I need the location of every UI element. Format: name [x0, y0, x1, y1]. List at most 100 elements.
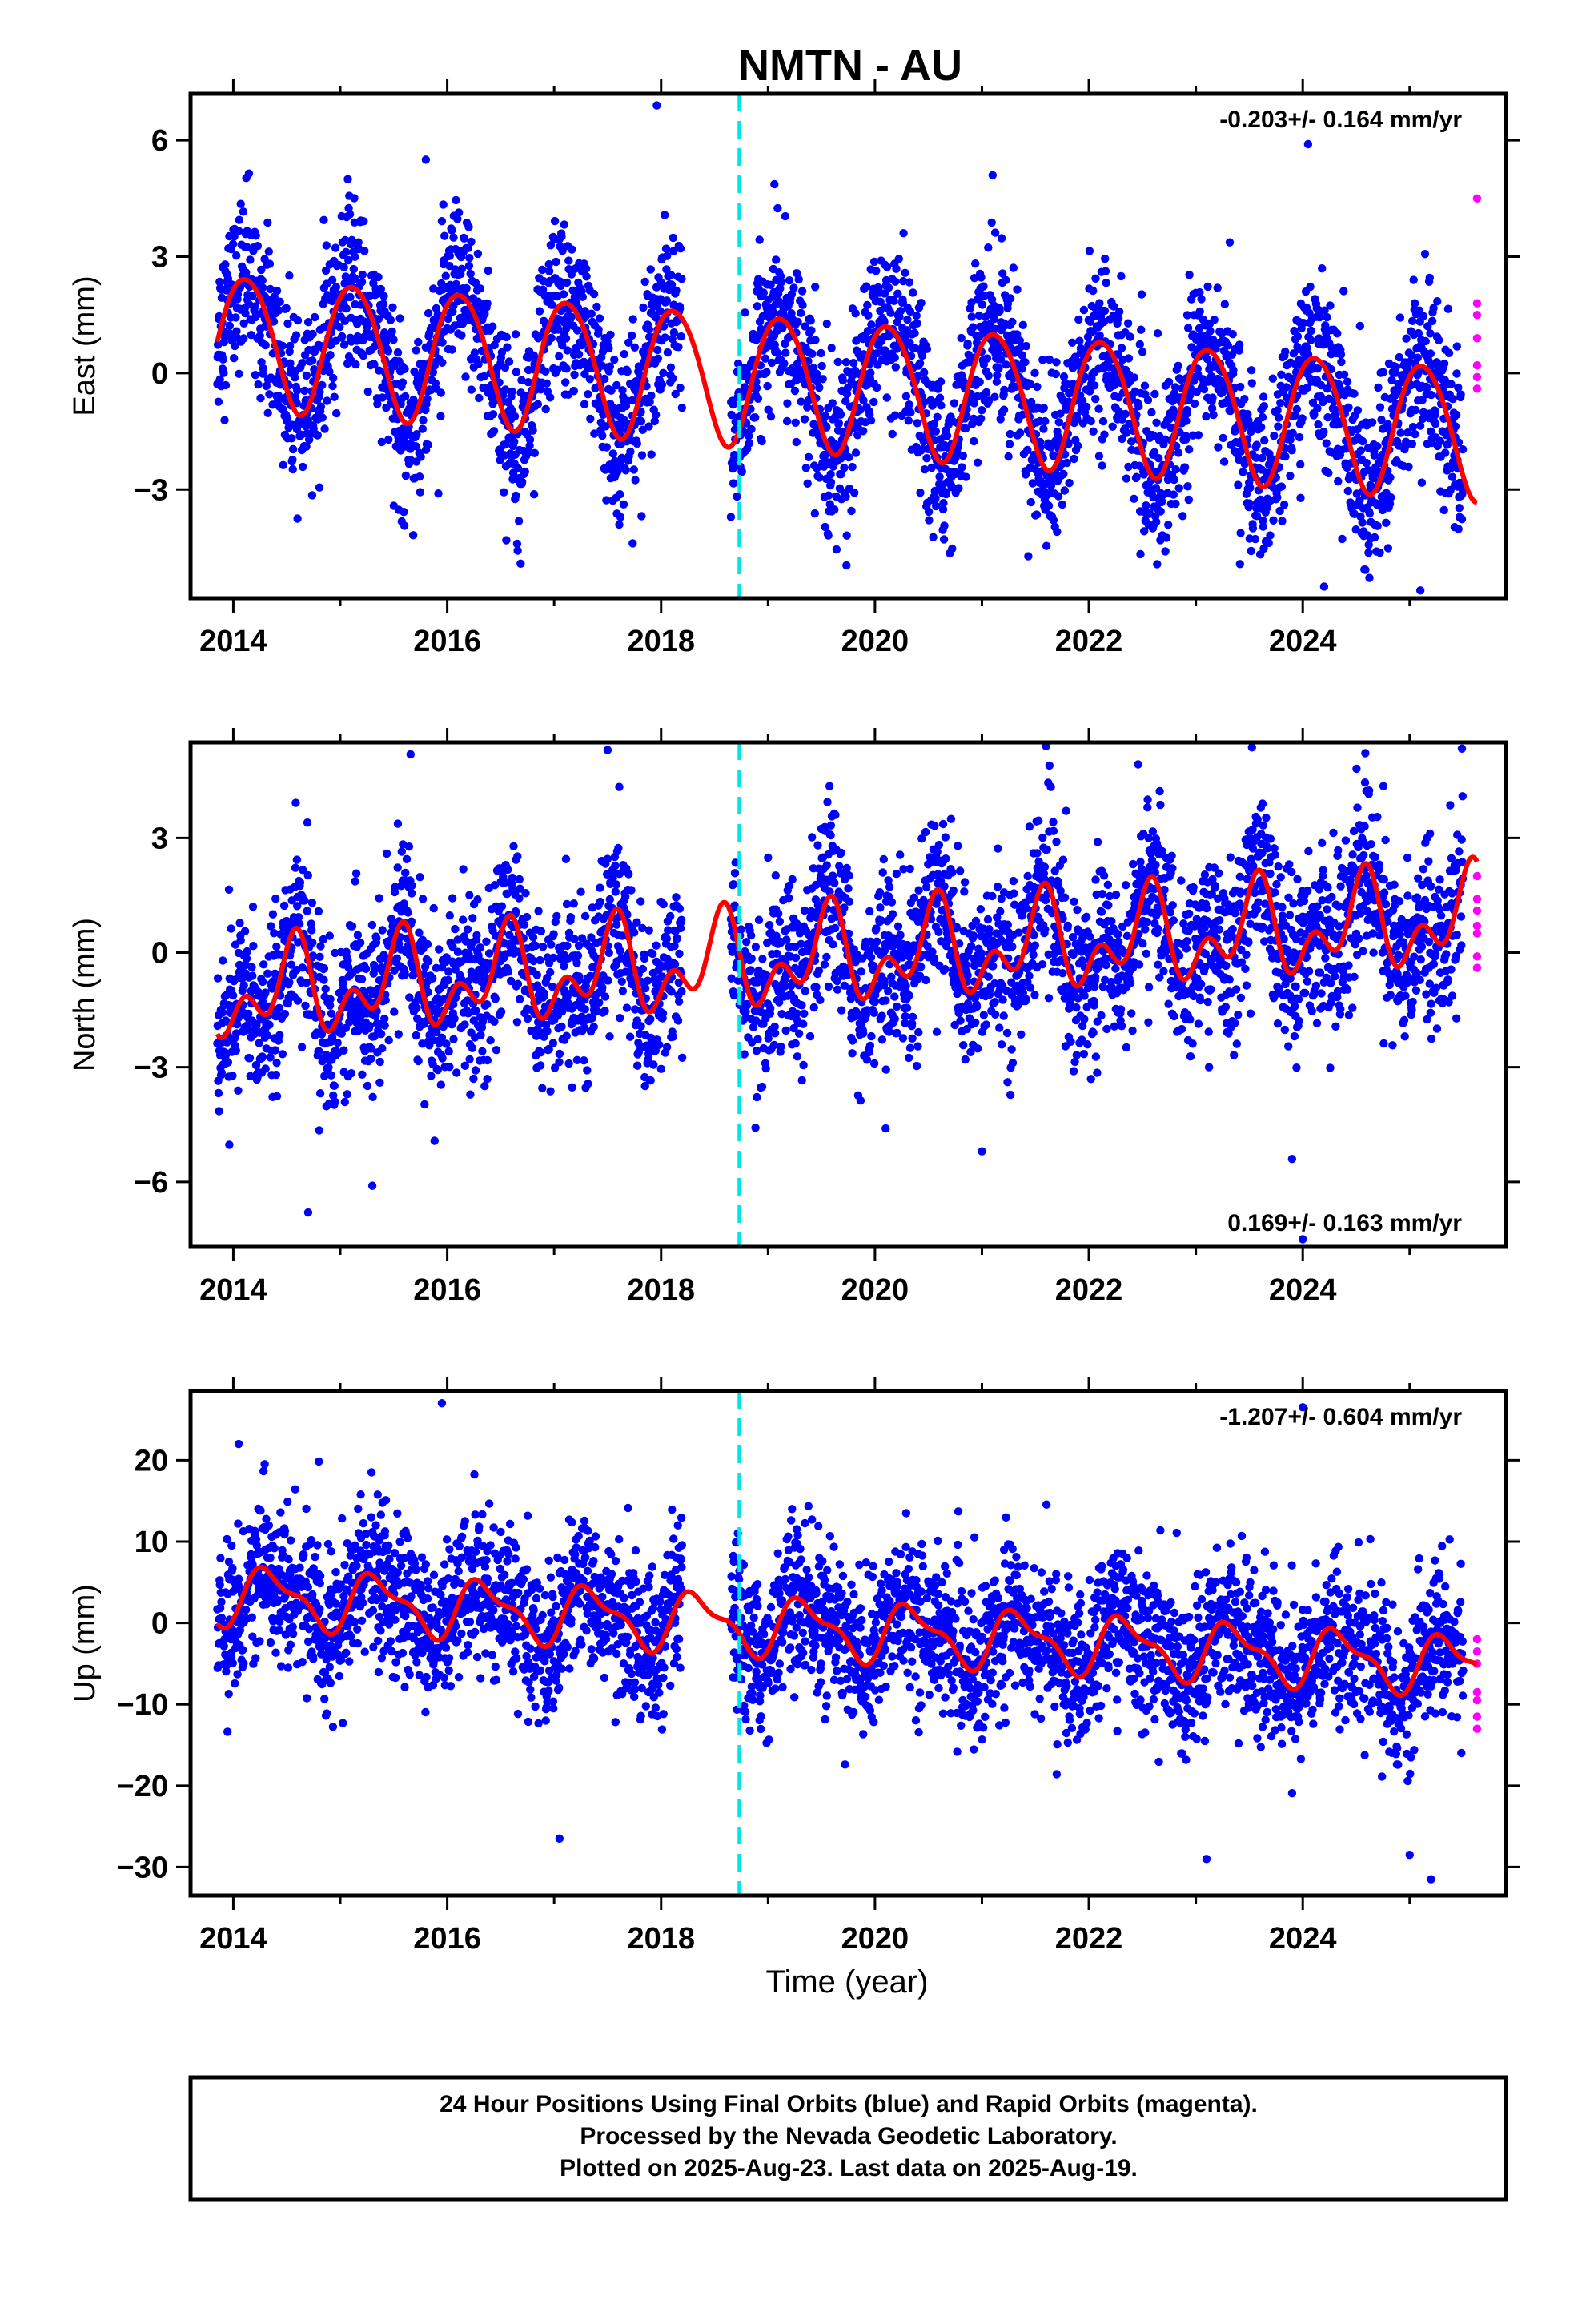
data-point: [1252, 440, 1261, 449]
data-point: [1269, 516, 1278, 525]
data-point: [456, 975, 466, 983]
data-point: [1190, 399, 1199, 408]
data-point: [315, 1126, 323, 1135]
data-point: [358, 1070, 367, 1080]
data-point: [828, 399, 837, 408]
data-point: [957, 333, 966, 343]
data-point: [677, 275, 686, 283]
data-point: [630, 343, 640, 352]
data-point: [933, 412, 942, 421]
data-point: [762, 368, 771, 376]
data-point: [803, 479, 812, 488]
data-point: [299, 866, 307, 875]
data-point: [324, 1063, 333, 1072]
data-point: [1433, 297, 1442, 306]
data-point: [333, 1039, 342, 1047]
data-point: [669, 374, 677, 383]
data-point: [1243, 409, 1252, 419]
data-point: [483, 1055, 492, 1065]
data-point: [383, 347, 393, 356]
data-point: [394, 1030, 403, 1039]
data-point: [650, 416, 659, 426]
data-point: [453, 947, 463, 956]
data-point: [257, 265, 266, 275]
data-point: [812, 369, 821, 378]
data-point: [1391, 368, 1400, 377]
data-layer: [213, 742, 1482, 1244]
data-point: [1448, 395, 1457, 404]
data-point: [627, 886, 636, 895]
rapid-point: [1472, 311, 1482, 320]
data-point: [1296, 493, 1305, 502]
data-point: [1130, 373, 1139, 382]
data-point: [1016, 428, 1025, 437]
data-point: [1008, 317, 1017, 327]
data-point: [1277, 370, 1286, 379]
data-point: [582, 272, 591, 281]
data-point: [243, 243, 251, 251]
data-point: [547, 940, 556, 949]
data-point: [1404, 462, 1413, 472]
data-point: [1183, 482, 1192, 491]
data-point: [359, 351, 368, 360]
data-point: [1114, 314, 1123, 323]
data-point: [922, 344, 932, 353]
data-point: [424, 957, 433, 966]
data-point: [867, 320, 876, 329]
data-point: [453, 215, 462, 223]
data-point: [234, 227, 243, 235]
data-point: [1122, 474, 1131, 483]
data-point: [345, 210, 355, 219]
data-point: [423, 939, 432, 949]
data-point: [1344, 403, 1353, 412]
data-point: [351, 360, 360, 369]
data-point: [308, 356, 317, 365]
data-point: [787, 290, 797, 299]
data-point: [595, 314, 604, 323]
data-point: [1455, 504, 1464, 513]
data-point: [910, 328, 919, 338]
data-point: [325, 368, 334, 376]
data-point: [346, 292, 355, 302]
data-point: [785, 276, 794, 285]
data-point: [377, 1030, 386, 1039]
data-point: [488, 322, 497, 331]
data-point: [374, 315, 383, 324]
data-point: [396, 314, 404, 323]
data-point: [351, 869, 361, 878]
data-point: [418, 1039, 427, 1048]
data-point: [612, 380, 621, 390]
data-point: [888, 429, 897, 439]
data-point: [1026, 380, 1035, 389]
data-point: [535, 307, 544, 316]
data-point: [594, 325, 603, 334]
data-point: [998, 269, 1007, 278]
data-point: [843, 384, 853, 392]
data-point: [390, 1007, 399, 1016]
data-point: [476, 284, 484, 293]
data-point: [1041, 416, 1050, 426]
data-point: [911, 344, 920, 353]
data-point: [789, 283, 798, 292]
data-point: [1164, 377, 1174, 387]
data-point: [1161, 547, 1170, 556]
data-point: [231, 1046, 240, 1055]
data-point: [251, 302, 259, 311]
data-point: [1100, 430, 1109, 439]
data-point: [640, 1081, 649, 1091]
data-point: [1171, 499, 1180, 509]
data-point: [1170, 383, 1180, 392]
data-point: [1164, 521, 1173, 529]
data-point: [630, 928, 639, 937]
data-point: [438, 358, 447, 367]
data-point: [513, 464, 523, 473]
data-point: [1166, 423, 1175, 432]
data-point: [1018, 351, 1026, 360]
data-point: [327, 275, 337, 284]
data-point: [930, 486, 940, 496]
data-point: [1313, 364, 1322, 373]
data-point: [285, 341, 295, 351]
data-point: [263, 218, 272, 227]
data-point: [400, 521, 409, 530]
data-point: [288, 444, 298, 454]
